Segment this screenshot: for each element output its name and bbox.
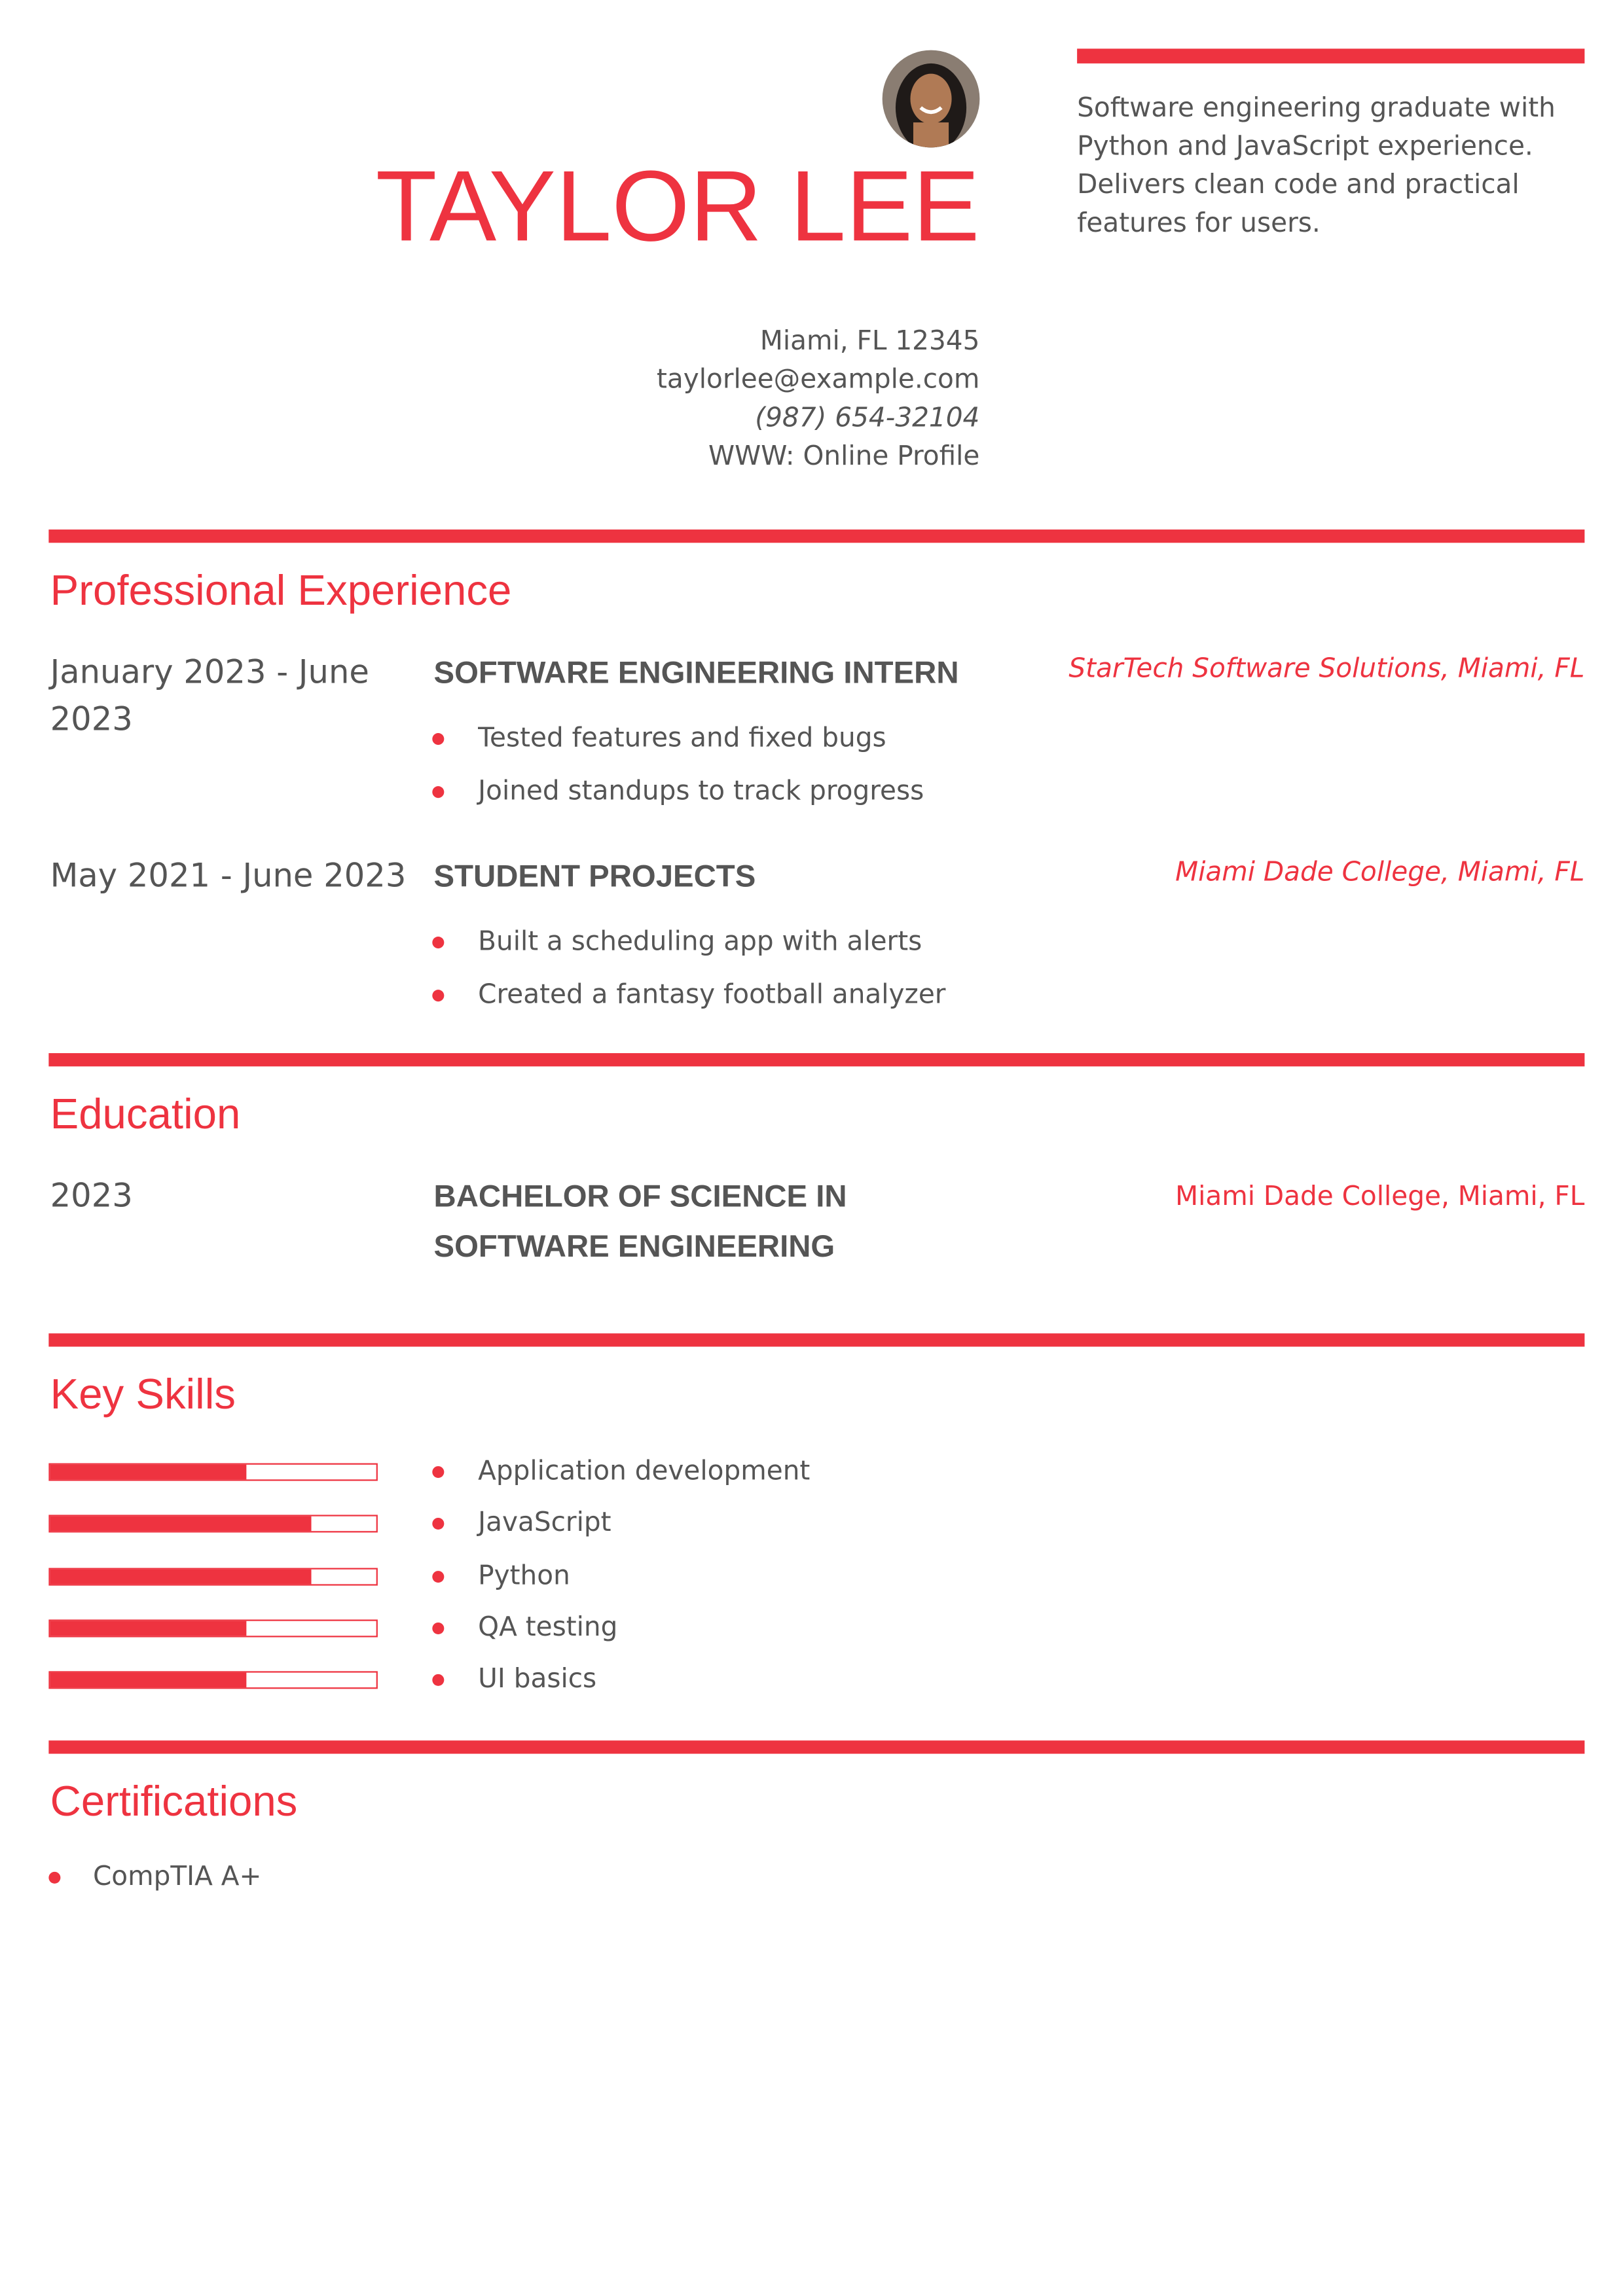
skill-level bbox=[50, 1621, 246, 1636]
bullet-text: UI basics bbox=[478, 1664, 597, 1695]
bullet-dot bbox=[432, 1674, 445, 1687]
bullet-text: Built a scheduling app with alerts bbox=[478, 926, 922, 958]
bullet-text: Python bbox=[478, 1560, 570, 1591]
bullet-text: Tested features and fixed bugs bbox=[478, 723, 886, 754]
bullet-text: Joined standups to track progress bbox=[478, 776, 924, 807]
bullet-dot bbox=[432, 937, 445, 949]
role: SOFTWARE ENGINEERING INTERN bbox=[433, 656, 959, 691]
section-heading: Education bbox=[50, 1091, 241, 1139]
degree: BACHELOR OF SCIENCE IN SOFTWARE ENGINEER… bbox=[433, 1179, 847, 1265]
skill-level bbox=[50, 1673, 246, 1688]
bullet-dot bbox=[432, 1518, 445, 1530]
skill-bar bbox=[48, 1671, 378, 1689]
school: Miami Dade College, Miami, FL bbox=[1175, 1181, 1585, 1213]
section-heading: Certifications bbox=[50, 1778, 298, 1826]
divider bbox=[48, 1053, 1585, 1067]
skill-level bbox=[50, 1568, 312, 1584]
bullet-dot bbox=[432, 733, 445, 745]
bullet-text: QA testing bbox=[478, 1611, 618, 1643]
email: taylorlee@example.com bbox=[656, 364, 980, 395]
company: StarTech Software Solutions, Miami, FL bbox=[1068, 653, 1585, 685]
bullet-dot bbox=[48, 1871, 61, 1884]
year: 2023 bbox=[50, 1178, 133, 1215]
name: TAYLOR LEE bbox=[375, 150, 980, 263]
skill-level bbox=[50, 1516, 312, 1532]
bullet-dot bbox=[432, 990, 445, 1002]
bullet-dot bbox=[432, 1622, 445, 1634]
bullet-dot bbox=[432, 786, 445, 798]
divider bbox=[48, 529, 1585, 543]
skill-level bbox=[50, 1464, 246, 1480]
divider bbox=[48, 1740, 1585, 1754]
accent-bar bbox=[1077, 48, 1585, 63]
date: May 2021 - June 2023 bbox=[50, 858, 407, 895]
bullet-dot bbox=[432, 1570, 445, 1583]
section-heading: Professional Experience bbox=[50, 567, 512, 615]
company: Miami Dade College, Miami, FL bbox=[1175, 857, 1585, 888]
website: WWW: Online Profile bbox=[708, 440, 980, 473]
bullet-text: JavaScript bbox=[478, 1507, 611, 1539]
photo bbox=[882, 50, 980, 148]
date: January 2023 - June 2023 bbox=[50, 655, 369, 740]
summary: Software engineering graduate with Pytho… bbox=[1077, 92, 1556, 240]
role: STUDENT PROJECTS bbox=[433, 859, 756, 894]
section-heading: Key Skills bbox=[50, 1371, 236, 1419]
bullet-text: CompTIA A+ bbox=[92, 1861, 262, 1893]
divider bbox=[48, 1333, 1585, 1347]
skill-bar bbox=[48, 1567, 378, 1585]
bullet-dot bbox=[432, 1466, 445, 1479]
skill-bar bbox=[48, 1619, 378, 1638]
phone: (987) 654-32104 bbox=[755, 403, 980, 434]
skill-bar bbox=[48, 1515, 378, 1534]
bullet-text: Created a fantasy football analyzer bbox=[478, 979, 946, 1011]
bullet-text: Application development bbox=[478, 1456, 811, 1487]
skill-bar bbox=[48, 1463, 378, 1481]
location: Miami, FL 12345 bbox=[759, 326, 980, 357]
